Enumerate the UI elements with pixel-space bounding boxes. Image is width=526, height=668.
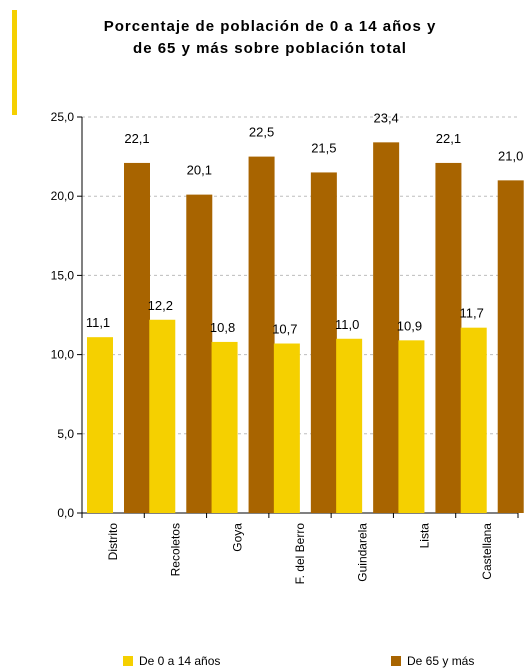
- data-label: 10,9: [397, 318, 422, 333]
- data-label: 10,8: [210, 320, 235, 335]
- legend-label: De 0 a 14 años: [139, 654, 221, 668]
- legend-label: De 65 y más: [407, 654, 475, 668]
- data-label: 23,4: [373, 110, 398, 125]
- chart-title: Porcentaje de población de 0 a 14 años y…: [30, 16, 510, 60]
- x-tick-label: Guindarela: [355, 523, 369, 582]
- data-label: 11,0: [335, 317, 359, 332]
- bar: [310, 172, 337, 513]
- bar: [87, 337, 113, 513]
- legend-item: De 65 y más: [391, 654, 474, 668]
- bar: [435, 162, 462, 513]
- bar: [248, 156, 275, 513]
- y-tick-label: 5,0: [57, 427, 74, 441]
- x-tick-label: Castellana: [480, 523, 494, 580]
- bar: [273, 343, 300, 513]
- x-tick-label: F. del Berro: [293, 523, 307, 585]
- bar: [497, 180, 524, 514]
- bar-chart: 0,0 5,0 10,0 15,0 20,0 25,0 11,1 22,1 Distrito 12…: [51, 110, 524, 585]
- bar: [149, 319, 176, 513]
- data-label: 21,5: [311, 140, 336, 155]
- chart-title-line-1: Porcentaje de población de 0 a 14 años y: [103, 18, 437, 35]
- title-accent-bar: [12, 10, 17, 115]
- x-tick-label: Goya: [231, 523, 245, 552]
- data-label: 21,0: [498, 148, 523, 163]
- x-tick-label: Lista: [418, 523, 432, 549]
- y-tick-label: 25,0: [51, 110, 75, 124]
- x-tick-label: Recoletos: [168, 523, 182, 576]
- y-tick-label: 15,0: [51, 268, 75, 282]
- x-tick-label: Distrito: [106, 523, 120, 561]
- bar: [460, 327, 487, 513]
- data-label: 11,1: [86, 315, 110, 330]
- data-label: 12,2: [148, 298, 173, 313]
- bar: [398, 340, 425, 513]
- data-label: 22,1: [436, 131, 461, 146]
- bar: [211, 341, 238, 513]
- chart-legend: De 0 a 14 años De 65 y más: [0, 654, 526, 668]
- legend-item: De 0 a 14 años: [123, 654, 220, 668]
- y-tick-label: 0,0: [57, 506, 74, 520]
- legend-swatch: [123, 656, 133, 666]
- bar: [186, 194, 213, 513]
- data-label: 11,7: [460, 306, 484, 321]
- bar: [124, 162, 150, 513]
- data-label: 22,1: [124, 131, 149, 146]
- legend-swatch: [391, 656, 401, 666]
- data-label: 22,5: [249, 125, 274, 140]
- data-label: 10,7: [272, 322, 297, 337]
- data-label: 20,1: [187, 163, 212, 178]
- bar: [373, 142, 400, 513]
- y-tick-label: 10,0: [51, 348, 75, 362]
- chart-title-line-2: de 65 y más sobre población total: [133, 40, 407, 57]
- y-tick-label: 20,0: [51, 189, 75, 203]
- bar: [336, 338, 363, 513]
